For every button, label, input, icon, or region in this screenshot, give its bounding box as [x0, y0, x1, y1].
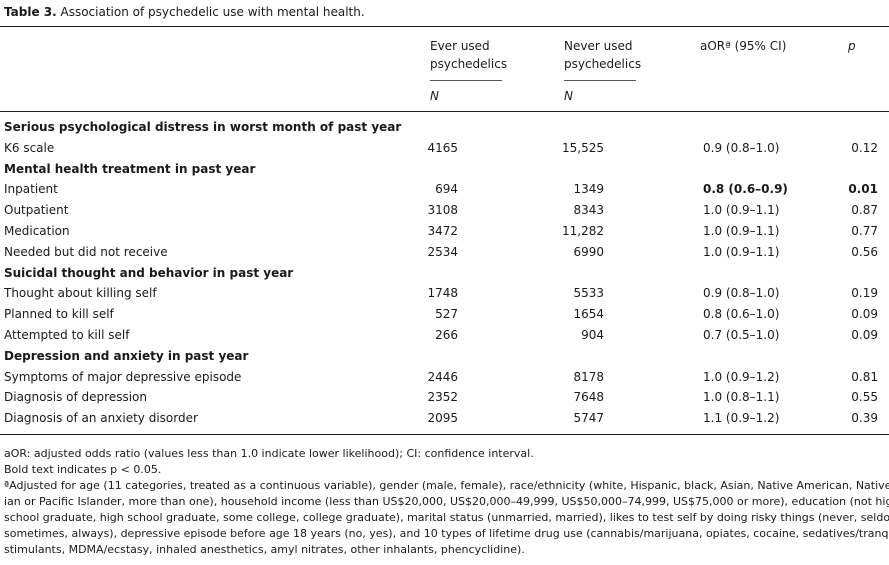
table-row: Attempted to kill self 266 904 0.7 (0.5–1.0… — [0, 325, 889, 345]
aor-value: 0.9 (0.8–1.0) — [703, 140, 780, 155]
ever-used-n: 266 — [435, 328, 458, 342]
aor-value: 1.0 (0.9–1.1) — [703, 244, 780, 259]
p-value: 0.09 — [851, 307, 878, 322]
header-rule — [0, 111, 889, 112]
footnote-line: ªAdjusted for age (11 categories, treate… — [4, 479, 889, 492]
row-label: Diagnosis of depression — [4, 390, 147, 405]
row-label: Outpatient — [4, 203, 69, 218]
row-label: Serious psychological distress in worst … — [4, 120, 402, 134]
never-used-n: 1349 — [573, 182, 604, 197]
table-row: Outpatient 3108 8343 1.0 (0.9–1.1) 0.87 — [0, 200, 889, 220]
ever-used-n: 3472 — [427, 224, 458, 238]
header-ever-underline — [430, 80, 502, 81]
never-used-n: 7648 — [573, 390, 604, 405]
row-label: Mental health treatment in past year — [4, 161, 256, 176]
row-label: Needed but did not receive — [4, 244, 168, 259]
never-used-n: 1654 — [573, 307, 604, 322]
header-never-underline — [564, 80, 636, 81]
aor-value: 0.8 (0.6–0.9) — [703, 182, 788, 197]
p-value: 0.09 — [851, 328, 878, 342]
row-label: Thought about killing self — [4, 286, 157, 301]
ever-used-n: 1748 — [427, 286, 458, 301]
row-label: Symptoms of major depressive episode — [4, 369, 242, 384]
row-label: Attempted to kill self — [4, 328, 130, 342]
section-heading-row: Suicidal thought and behavior in past ye… — [0, 263, 889, 283]
table-row: Diagnosis of an anxiety disorder 2095 5747… — [0, 408, 889, 428]
header-never-used: Never used psychedelics — [564, 39, 642, 71]
bottom-rule — [0, 434, 889, 435]
ever-used-n: 3108 — [427, 203, 458, 218]
row-label: Planned to kill self — [4, 307, 114, 322]
p-value: 0.19 — [851, 286, 878, 301]
p-value: 0.77 — [851, 224, 878, 238]
aor-value: 1.0 (0.9–1.1) — [703, 203, 780, 218]
aor-value: 1.0 (0.9–1.1) — [703, 224, 780, 238]
header-n-never: N — [564, 89, 573, 103]
table-title: Association of psychedelic use with ment… — [60, 5, 365, 19]
table-row: Planned to kill self 527 1654 0.8 (0.6–1.0)… — [0, 304, 889, 324]
footnote-line: Bold text indicates p < 0.05. — [4, 463, 162, 476]
never-used-n: 5747 — [573, 411, 604, 426]
header-n-ever: N — [430, 89, 439, 103]
ever-used-n: 4165 — [427, 140, 458, 155]
ever-used-n: 527 — [435, 307, 458, 322]
table-caption: Table 3. Association of psychedelic use … — [4, 5, 365, 19]
aor-value: 0.9 (0.8–1.0) — [703, 286, 780, 301]
table-row: Medication 3472 11,282 1.0 (0.9–1.1) 0.77 — [0, 221, 889, 241]
row-label: Diagnosis of an anxiety disorder — [4, 411, 198, 426]
p-value: 0.56 — [851, 244, 878, 259]
p-value: 0.87 — [851, 203, 878, 218]
ever-used-n: 2095 — [427, 411, 458, 426]
header-p: p — [848, 39, 856, 53]
aor-value: 1.1 (0.9–1.2) — [703, 411, 780, 426]
ever-used-n: 2534 — [427, 244, 458, 259]
table-label: Table 3. — [4, 5, 57, 19]
footnote-line: ian or Pacific Islander, more than one),… — [4, 495, 889, 508]
footnote-line: stimulants, MDMA/ecstasy, inhaled anesth… — [4, 543, 525, 556]
table-row: Symptoms of major depressive episode 2446… — [0, 367, 889, 387]
p-value: 0.81 — [851, 369, 878, 384]
header-ever-used: Ever used psychedelics — [430, 39, 508, 71]
never-used-n: 11,282 — [562, 224, 604, 238]
aor-value: 0.8 (0.6–1.0) — [703, 307, 780, 322]
aor-value: 1.0 (0.9–1.2) — [703, 369, 780, 384]
table-row: K6 scale 4165 15,525 0.9 (0.8–1.0) 0.12 — [0, 138, 889, 158]
row-label: Medication — [4, 224, 70, 238]
footnote-line: aOR: adjusted odds ratio (values less th… — [4, 447, 534, 460]
table-row: Thought about killing self 1748 5533 0.9 (0… — [0, 283, 889, 303]
never-used-n: 8343 — [573, 203, 604, 218]
never-used-n: 6990 — [573, 244, 604, 259]
p-value: 0.01 — [848, 182, 878, 197]
ever-used-n: 694 — [435, 182, 458, 197]
row-label: Inpatient — [4, 182, 58, 197]
row-label: Suicidal thought and behavior in past ye… — [4, 265, 294, 280]
aor-value: 1.0 (0.8–1.1) — [703, 390, 780, 405]
table-row: Diagnosis of depression 2352 7648 1.0 (0.8–… — [0, 387, 889, 407]
p-value: 0.12 — [851, 140, 878, 155]
section-heading-row: Mental health treatment in past year — [0, 159, 889, 179]
never-used-n: 904 — [581, 328, 604, 342]
footnote-line: sometimes, always), depressive episode b… — [4, 527, 889, 540]
table-row: Needed but did not receive 2534 6990 1.0 (0… — [0, 242, 889, 262]
footnote-line: school graduate, high school graduate, s… — [4, 511, 889, 524]
ever-used-n: 2352 — [427, 390, 458, 405]
row-label: K6 scale — [4, 140, 55, 155]
never-used-n: 8178 — [573, 369, 604, 384]
aor-value: 0.7 (0.5–1.0) — [703, 328, 780, 342]
section-heading-row: Depression and anxiety in past year — [0, 346, 889, 366]
row-label: Depression and anxiety in past year — [4, 348, 249, 363]
section-heading-row: Serious psychological distress in worst … — [0, 117, 889, 137]
table-row: Inpatient 694 1349 0.8 (0.6–0.9) 0.01 — [0, 179, 889, 199]
ever-used-n: 2446 — [427, 369, 458, 384]
never-used-n: 15,525 — [562, 140, 604, 155]
top-rule — [0, 26, 889, 27]
p-value: 0.55 — [851, 390, 878, 405]
header-aor: aORª (95% CI) — [700, 39, 787, 53]
p-value: 0.39 — [851, 411, 878, 426]
never-used-n: 5533 — [573, 286, 604, 301]
